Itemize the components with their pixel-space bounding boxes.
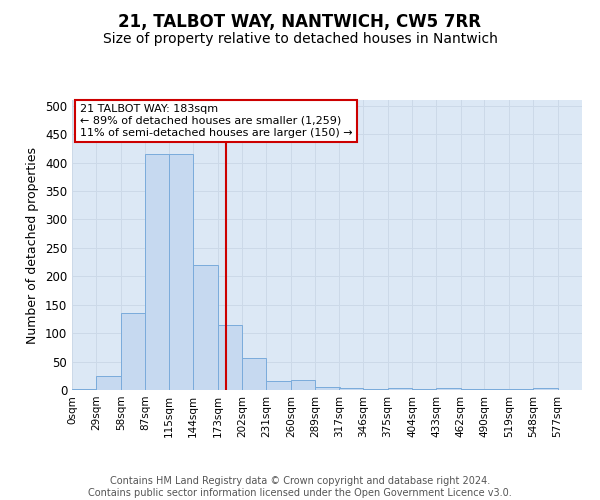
Bar <box>145 154 170 390</box>
Bar <box>388 388 412 390</box>
Bar <box>363 389 388 390</box>
Bar <box>72 389 97 390</box>
Text: Size of property relative to detached houses in Nantwich: Size of property relative to detached ho… <box>103 32 497 46</box>
Y-axis label: Number of detached properties: Number of detached properties <box>26 146 40 344</box>
Text: 21, TALBOT WAY, NANTWICH, CW5 7RR: 21, TALBOT WAY, NANTWICH, CW5 7RR <box>119 12 482 30</box>
Bar <box>533 388 557 390</box>
Text: Contains HM Land Registry data © Crown copyright and database right 2024.
Contai: Contains HM Land Registry data © Crown c… <box>88 476 512 498</box>
Bar <box>315 386 340 390</box>
Bar <box>436 388 461 390</box>
Bar <box>218 324 242 390</box>
Text: 21 TALBOT WAY: 183sqm
← 89% of detached houses are smaller (1,259)
11% of semi-d: 21 TALBOT WAY: 183sqm ← 89% of detached … <box>80 104 352 138</box>
Bar <box>339 388 363 390</box>
Bar <box>266 382 291 390</box>
Bar <box>121 313 145 390</box>
Bar <box>97 376 121 390</box>
Bar <box>242 358 266 390</box>
Bar <box>169 154 193 390</box>
Bar <box>291 380 315 390</box>
Bar <box>193 265 218 390</box>
